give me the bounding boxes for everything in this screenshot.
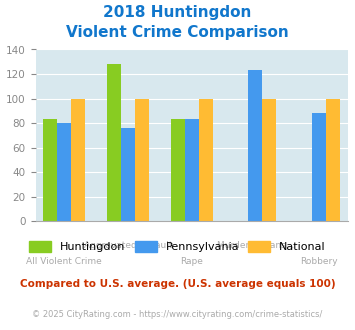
Bar — [199, 99, 213, 221]
Text: Aggravated Assault: Aggravated Assault — [84, 241, 172, 249]
Bar — [312, 113, 326, 221]
Text: © 2025 CityRating.com - https://www.cityrating.com/crime-statistics/: © 2025 CityRating.com - https://www.city… — [32, 310, 323, 319]
Text: Compared to U.S. average. (U.S. average equals 100): Compared to U.S. average. (U.S. average … — [20, 279, 335, 289]
Bar — [326, 99, 340, 221]
Bar — [248, 70, 262, 221]
Bar — [121, 128, 135, 221]
Legend: Huntingdon, Pennsylvania, National: Huntingdon, Pennsylvania, National — [25, 237, 330, 257]
Bar — [185, 119, 199, 221]
Bar — [43, 119, 57, 221]
Bar — [57, 123, 71, 221]
Bar — [171, 119, 185, 221]
Text: Murder & Mans...: Murder & Mans... — [217, 241, 294, 249]
Text: All Violent Crime: All Violent Crime — [26, 257, 102, 266]
Bar — [262, 99, 277, 221]
Text: Robbery: Robbery — [300, 257, 338, 266]
Text: Rape: Rape — [180, 257, 203, 266]
Bar — [71, 99, 85, 221]
Bar — [107, 64, 121, 221]
Text: Violent Crime Comparison: Violent Crime Comparison — [66, 25, 289, 40]
Bar — [135, 99, 149, 221]
Text: 2018 Huntingdon: 2018 Huntingdon — [103, 5, 252, 20]
